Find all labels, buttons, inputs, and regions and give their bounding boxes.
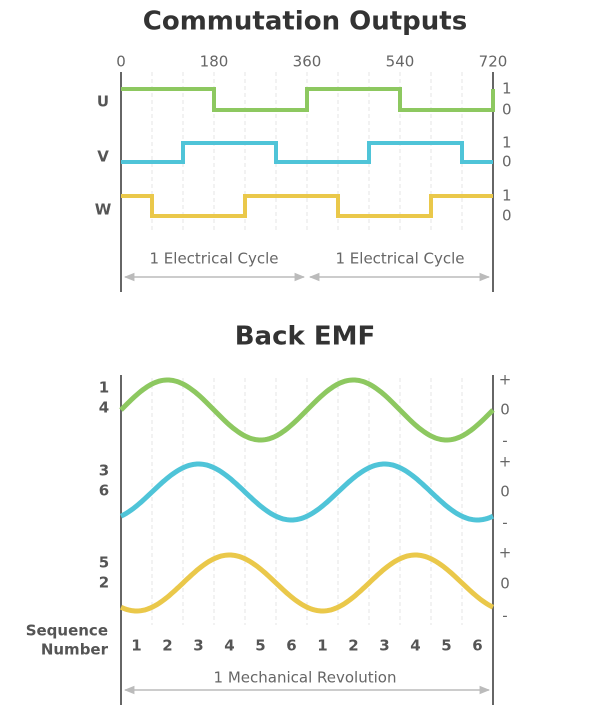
sequence-number: 4 — [410, 637, 420, 655]
low-label: 0 — [502, 101, 512, 119]
sequence-title: Sequence — [26, 622, 108, 640]
low-label: 0 — [502, 153, 512, 171]
sequence-number: 5 — [441, 637, 451, 655]
level-label: - — [502, 607, 507, 625]
cycle-label: 1 Electrical Cycle — [335, 250, 464, 268]
signal-name: V — [97, 148, 109, 166]
emf-wave — [119, 552, 495, 614]
phase-label: 2 — [99, 574, 109, 592]
level-label: - — [502, 432, 507, 450]
signal-wave — [121, 87, 495, 112]
signal-wave — [121, 194, 493, 218]
angle-label: 180 — [200, 53, 229, 71]
level-label: 0 — [500, 575, 510, 593]
signal-wave — [121, 141, 493, 164]
phase-label: 5 — [99, 554, 109, 572]
sequence-number: 5 — [255, 637, 265, 655]
cycle-label: 1 Electrical Cycle — [149, 250, 278, 268]
level-label: + — [499, 453, 512, 471]
sequence-number: 4 — [224, 637, 234, 655]
phase-label: 1 — [99, 379, 109, 397]
low-label: 0 — [502, 207, 512, 225]
high-label: 1 — [502, 80, 512, 98]
angle-label: 0 — [116, 53, 126, 71]
level-label: + — [499, 544, 512, 562]
angle-label: 360 — [293, 53, 322, 71]
level-label: - — [502, 514, 507, 532]
angle-label: 720 — [479, 53, 508, 71]
high-label: 1 — [502, 134, 512, 152]
emf-wave — [119, 461, 495, 523]
sequence-number: 1 — [317, 637, 327, 655]
sequence-title: Number — [41, 641, 109, 659]
signal-name: U — [97, 93, 109, 111]
title: Commutation Outputs — [143, 7, 467, 37]
signal-name: W — [95, 201, 112, 219]
sequence-number: 3 — [193, 637, 203, 655]
high-label: 1 — [502, 187, 512, 205]
sequence-number: 6 — [472, 637, 482, 655]
emf-wave — [119, 377, 495, 443]
sequence-number: 1 — [131, 637, 141, 655]
sequence-number: 3 — [379, 637, 389, 655]
phase-label: 3 — [99, 462, 109, 480]
revolution-label: 1 Mechanical Revolution — [214, 669, 397, 687]
level-label: 0 — [500, 401, 510, 419]
phase-label: 4 — [99, 399, 109, 417]
level-label: 0 — [500, 483, 510, 501]
sequence-number: 6 — [286, 637, 296, 655]
title: Back EMF — [235, 322, 376, 352]
level-label: + — [499, 371, 512, 389]
phase-label: 6 — [99, 482, 109, 500]
angle-label: 540 — [386, 53, 415, 71]
sequence-number: 2 — [348, 637, 358, 655]
sequence-number: 2 — [162, 637, 172, 655]
